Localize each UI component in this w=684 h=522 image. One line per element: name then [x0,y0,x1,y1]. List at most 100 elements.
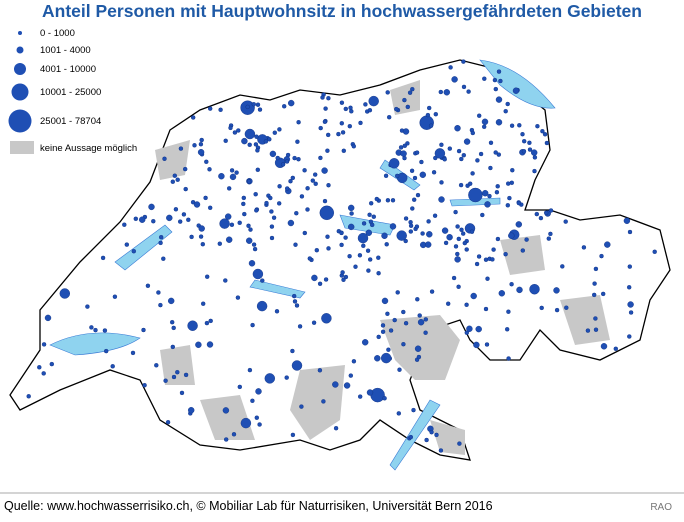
municipality-dot [455,251,460,257]
municipality-dot [247,367,253,373]
municipality-dot [247,142,252,148]
municipality-dot [181,212,187,217]
municipality-dot [408,434,413,440]
legend-symbol [11,83,29,101]
municipality-dot [264,200,269,206]
municipality-dot [361,243,366,249]
municipality-dot [383,173,389,179]
municipality-dot [302,168,307,173]
municipality-dot [380,323,386,328]
lake [249,279,306,299]
municipality-dot [341,148,346,154]
municipality-dot [313,172,318,177]
municipality-dot [464,247,469,252]
municipality-dot [138,216,146,223]
municipality-dot [505,101,510,107]
municipality-dot [448,65,453,70]
municipality-dot [177,219,183,224]
municipality-dot [186,217,191,223]
legend-symbol [16,46,24,54]
municipality-dot [189,234,194,240]
municipality-dot [285,186,290,191]
municipality-dot [357,253,363,258]
municipality-dot [534,211,539,217]
municipality-dot [292,155,297,161]
municipality-dot [223,278,228,283]
municipality-dot [302,230,307,236]
municipality-dot [145,283,151,288]
municipality-dot [237,384,243,390]
municipality-dot [464,330,469,335]
municipality-dot [474,261,480,267]
lake [114,224,173,271]
municipality-dot [235,295,241,300]
municipality-dot [482,76,487,81]
municipality-dot [540,128,545,134]
municipality-dot [402,143,407,149]
municipality-dot [198,234,204,239]
municipality-dot [218,172,225,180]
municipality-dot [198,225,205,232]
municipality-dot [294,210,299,216]
municipality-dot [322,198,328,204]
municipality-dot [363,102,368,107]
municipality-dot [206,341,214,348]
municipality-dot [394,106,399,112]
municipality-dot [408,229,413,234]
municipality-dot [257,107,263,112]
footer-source: Quelle: www.hochwasserrisiko.ch, © Mobil… [4,499,493,513]
municipality-dot [358,120,363,126]
municipality-dot [245,237,253,244]
municipality-dot [400,150,407,157]
municipality-dot [464,302,469,307]
municipality-dot [512,87,520,94]
municipality-dot [423,317,428,322]
municipality-dot [481,118,489,126]
municipality-dot [275,155,280,161]
municipality-dot [102,328,108,333]
municipality-dot [241,137,248,145]
municipality-dot [347,254,352,259]
municipality-dot [493,150,498,155]
municipality-dot [461,84,467,90]
municipality-dot [347,123,352,129]
municipality-dot [236,128,241,133]
municipality-dot [544,140,550,146]
municipality-dot [361,221,367,226]
municipality-dot [516,286,523,294]
municipality-dot [341,277,346,282]
legend-no-data-label: keine Aussage möglich [40,143,137,154]
municipality-dot [468,181,473,186]
municipality-dot [417,319,425,326]
municipality-dot [385,198,391,203]
municipality-dot [438,89,443,95]
municipality-dot [271,215,277,220]
municipality-dot [509,123,515,128]
municipality-dot [456,148,462,154]
municipality-dot [520,131,525,137]
municipality-dot [493,86,498,92]
municipality-dot [349,211,354,216]
municipality-dot [403,321,409,326]
municipality-dot [295,139,300,144]
municipality-dot [269,235,275,241]
municipality-dot [336,131,341,137]
municipality-dot [446,301,451,306]
municipality-dot [527,140,532,146]
municipality-dot [254,415,259,420]
municipality-dot [416,354,422,360]
municipality-dot [299,404,304,409]
municipality-dot [527,147,533,152]
municipality-dot [496,152,501,157]
municipality-dot [385,90,390,95]
municipality-dot [510,167,515,173]
municipality-dot [389,223,397,230]
municipality-dot [285,152,291,158]
municipality-dot [425,241,432,248]
legend-label: 1001 - 4000 [40,45,91,56]
municipality-dot [397,367,402,372]
title: Anteil Personen mit Hauptwohnsitz in hoc… [42,1,642,21]
municipality-dot [371,214,376,219]
municipality-dot [442,157,447,162]
municipality-dot [461,231,466,236]
